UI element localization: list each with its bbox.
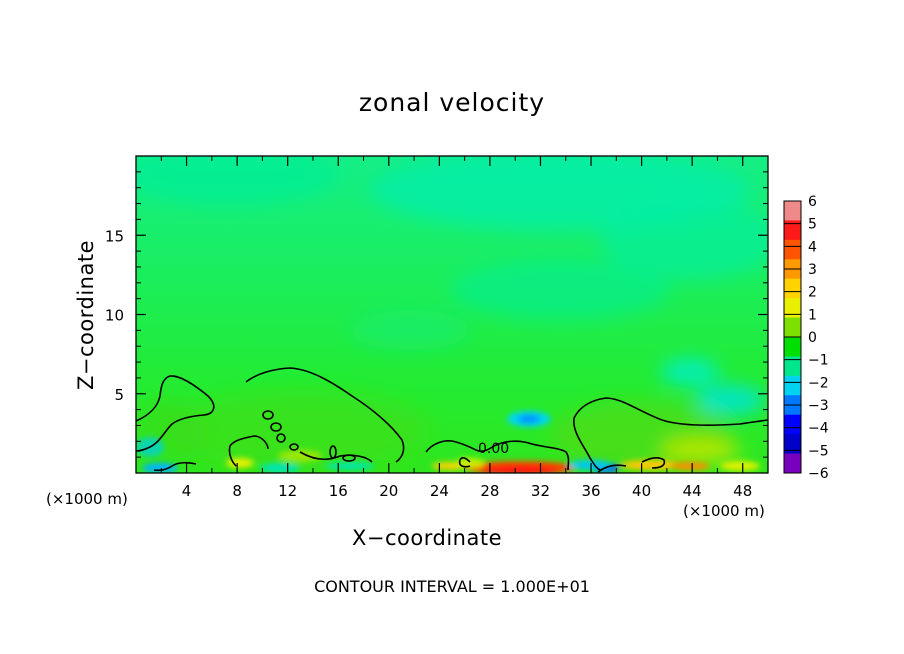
colorbar: 6 5 4 3 2 1 0 −1 −2 −3 −4 −5 −6 (783, 194, 829, 482)
x-axis-unit: (×1000 m) (683, 502, 765, 520)
x-tick-label: 20 (379, 482, 398, 500)
contour-line (573, 417, 601, 471)
x-tick-label: 12 (278, 482, 297, 500)
x-tick-label: 16 (329, 482, 348, 500)
colorbar-label: 2 (808, 285, 817, 301)
chart-title: zonal velocity (358, 88, 546, 117)
contour-line (641, 457, 666, 469)
contour-interval-note: CONTOUR INTERVAL = 1.000E+01 (314, 577, 590, 596)
colorbar-swatch (784, 337, 801, 357)
colorbar-swatch (784, 434, 801, 455)
colorbar-label: −1 (808, 353, 829, 369)
field-patch (136, 156, 340, 205)
contour-line (597, 464, 627, 473)
colorbar-swatch (784, 278, 801, 299)
colorbar-label: −6 (808, 466, 829, 482)
colorbar-swatch (784, 298, 801, 319)
colorbar-swatch (784, 453, 801, 474)
field-patch (142, 463, 178, 473)
field-patch (518, 415, 540, 423)
x-tick-label: 44 (683, 482, 702, 500)
field-patch (660, 436, 740, 464)
contour-line (136, 375, 215, 452)
contour-line (228, 435, 269, 467)
colorbar-label: 6 (808, 194, 817, 210)
contour-lines (136, 367, 768, 473)
x-tick-label: 8 (232, 482, 242, 500)
y-tick-label: 15 (105, 227, 124, 245)
colorbar-label: 0 (808, 330, 817, 346)
contour-line (425, 440, 570, 471)
contour-line (245, 367, 405, 463)
x-tick-label: 32 (531, 482, 550, 500)
colorbar-label: 3 (808, 262, 817, 278)
field-patch (568, 460, 612, 470)
field-patch (695, 385, 765, 415)
field-patch (450, 260, 670, 320)
colorbar-label: −3 (808, 398, 829, 414)
x-tick-label: 24 (430, 482, 449, 500)
colorbar-label: −2 (808, 375, 829, 391)
x-tick-label: 28 (480, 482, 499, 500)
field-patch (170, 390, 430, 470)
contour-line (458, 457, 471, 468)
contour-line (262, 410, 274, 420)
contour-line (299, 451, 373, 463)
colorbar-label: 4 (808, 239, 817, 255)
field-patch (600, 200, 768, 280)
contour-line (329, 445, 337, 459)
contour-line (276, 433, 286, 443)
velocity-field (136, 156, 768, 473)
y-axis-unit: (×1000 m) (46, 490, 128, 508)
y-tick-label: 10 (105, 307, 124, 325)
colorbar-swatch (784, 317, 801, 338)
field-patch (325, 462, 375, 470)
field-patch (278, 450, 322, 462)
colorbar-swatch (784, 414, 801, 435)
contour-line (153, 461, 197, 472)
contour-label: 0.00 (478, 441, 509, 457)
contour-line (289, 443, 299, 451)
field-patch (226, 458, 254, 468)
colorbar-swatch (784, 201, 801, 221)
colorbar-label: 5 (808, 217, 817, 233)
contour-line (573, 397, 768, 426)
colorbar-label: −5 (808, 443, 829, 459)
field-patch (660, 358, 720, 386)
colorbar-label: 1 (808, 307, 817, 323)
field-patch (720, 461, 760, 471)
x-tick-label: 40 (632, 482, 651, 500)
x-tick-label: 36 (581, 482, 600, 500)
colorbar-swatch (784, 356, 801, 377)
colorbar-label: −4 (808, 421, 829, 437)
field-patch (670, 462, 710, 470)
field-patch (260, 463, 300, 473)
y-tick-label: 5 (114, 386, 124, 404)
field-patch (350, 310, 470, 350)
colorbar-swatch (784, 239, 801, 260)
contour-line (270, 422, 282, 432)
contour-line (342, 454, 356, 462)
colorbar-swatch (784, 375, 801, 396)
x-axis-label: X−coordinate (352, 526, 502, 550)
y-axis-label: Z−coordinate (74, 240, 98, 390)
x-tick-label: 48 (733, 482, 752, 500)
colorbar-swatch (784, 220, 801, 241)
x-tick-label: 4 (182, 482, 192, 500)
